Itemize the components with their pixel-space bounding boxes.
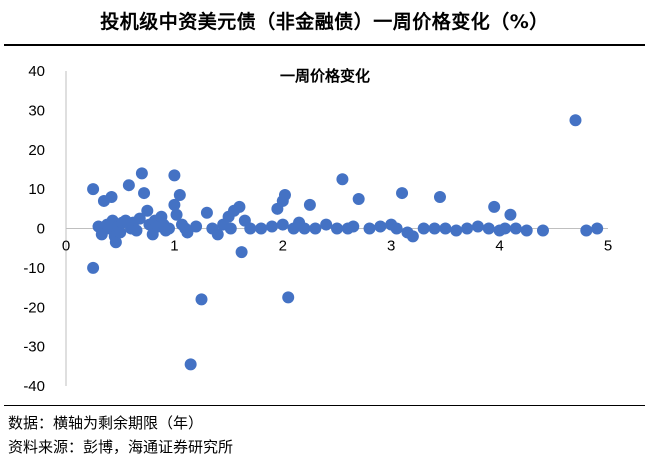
data-point	[363, 222, 376, 235]
data-point	[336, 173, 349, 186]
x-tick-label: 0	[62, 238, 70, 255]
data-point	[303, 198, 316, 211]
data-point	[504, 208, 517, 221]
data-point	[211, 228, 224, 241]
data-point	[520, 224, 533, 237]
data-point	[200, 206, 213, 219]
bottom-rule	[4, 405, 645, 406]
data-point	[190, 220, 203, 233]
data-point	[499, 222, 512, 235]
y-tick-label: -10	[23, 260, 45, 277]
data-point	[87, 261, 100, 274]
data-point	[114, 226, 127, 239]
data-point	[450, 224, 463, 237]
data-point	[320, 218, 333, 231]
data-note: 数据：横轴为剩余期限（年）	[8, 414, 204, 432]
y-tick-label: -40	[23, 378, 45, 395]
data-point	[298, 222, 311, 235]
data-point	[309, 222, 322, 235]
data-point	[396, 187, 409, 200]
y-tick-label: 30	[28, 102, 45, 119]
data-point	[87, 183, 100, 196]
data-point	[509, 222, 522, 235]
data-point	[195, 293, 208, 306]
data-point	[428, 222, 441, 235]
source-note: 资料来源：彭博，海通证券研究所	[8, 438, 234, 456]
y-tick-label: 0	[37, 221, 45, 238]
data-point	[265, 220, 278, 233]
data-point	[569, 114, 582, 127]
data-point	[162, 222, 175, 235]
y-tick-label: -30	[23, 339, 45, 356]
data-point	[374, 220, 387, 233]
data-point	[276, 218, 289, 231]
data-point	[133, 212, 146, 225]
y-tick-label: 20	[28, 142, 45, 159]
data-point	[433, 191, 446, 203]
data-point	[168, 198, 181, 211]
data-point	[173, 189, 186, 202]
data-point	[109, 236, 122, 249]
x-tick-label: 4	[495, 238, 503, 255]
data-point	[461, 222, 474, 235]
data-point	[471, 220, 484, 233]
data-point	[580, 224, 593, 237]
x-tick-label: 5	[604, 238, 612, 255]
data-point	[235, 246, 248, 259]
data-point	[406, 230, 419, 243]
x-tick-label: 3	[387, 238, 395, 255]
data-point	[141, 204, 154, 217]
figure-title: 投机级中资美元债（非金融债）一周价格变化（%）	[100, 11, 549, 33]
data-point	[488, 200, 501, 213]
data-point	[439, 222, 452, 235]
data-point	[224, 222, 237, 235]
x-tick-label: 2	[279, 238, 287, 255]
data-point	[244, 222, 257, 235]
data-point	[282, 291, 295, 304]
data-point	[278, 189, 291, 202]
data-point	[233, 200, 246, 213]
data-point	[122, 179, 135, 192]
data-point	[181, 226, 194, 239]
data-point	[105, 191, 118, 203]
data-point	[390, 222, 403, 235]
top-rule	[4, 44, 645, 46]
data-point	[168, 169, 181, 182]
x-tick-label: 1	[170, 238, 178, 255]
data-point	[536, 224, 549, 237]
data-point	[184, 358, 197, 371]
data-point	[255, 222, 268, 235]
data-point	[352, 192, 365, 205]
data-point	[130, 224, 143, 237]
y-tick-label: 10	[28, 181, 45, 198]
y-tick-label: 40	[28, 63, 45, 80]
data-point	[417, 222, 430, 235]
data-point	[347, 220, 360, 233]
y-tick-label: -20	[23, 299, 45, 316]
data-point	[135, 167, 148, 180]
data-point	[482, 222, 495, 235]
data-point	[591, 222, 604, 235]
data-point	[170, 208, 183, 221]
data-point	[331, 222, 343, 235]
data-points	[87, 114, 604, 371]
chart-title: 一周价格变化	[280, 67, 370, 85]
data-point	[138, 187, 151, 200]
axes: 40 30 20 10 0 -10 -20 -30 -40 0 1 2 3 4 5	[23, 63, 612, 395]
